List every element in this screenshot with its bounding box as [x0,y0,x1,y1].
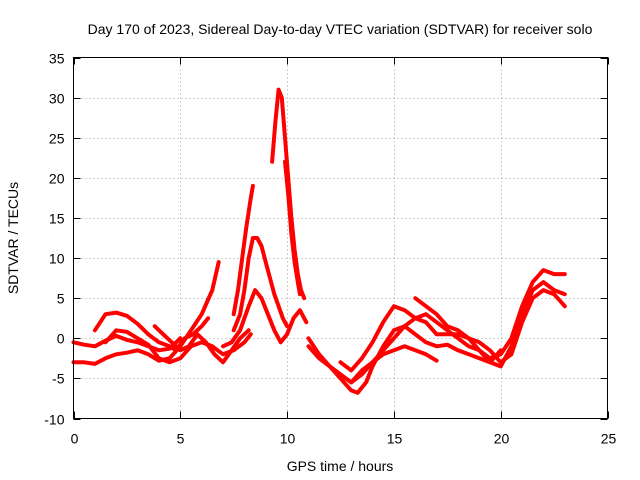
x-axis-label: GPS time / hours [287,458,394,474]
x-tick-label: 10 [280,431,296,447]
series-line-sat-f [231,236,290,333]
series-line-sat-o [413,280,567,369]
x-tick-label: 0 [71,431,79,447]
series-line-sat-a [71,333,183,353]
y-tick-label: 0 [57,331,65,347]
series-line-sat-c [92,310,211,353]
y-tick-label: 10 [49,251,65,267]
plot-frame [73,57,608,419]
y-tick-label: 30 [49,91,65,107]
x-tick-label: 15 [387,431,403,447]
series-line-sat-k [306,324,503,395]
x-tick-label: 25 [601,431,617,447]
series-line-sat-g [231,183,255,317]
y-tick-label: -10 [44,412,64,428]
data-series [71,87,567,395]
series-line-sat-b [71,260,221,366]
y-tick-label: 25 [49,131,65,147]
series-line-sat-e [152,324,251,365]
y-axis-label: SDTVAR / TECUs [5,182,21,294]
axis-ticks [73,57,609,420]
chart-title: Day 170 of 2023, Sidereal Day-to-day VTE… [88,21,593,37]
series-line-sat-j [283,159,302,297]
x-tick-label: 5 [177,431,185,447]
x-tick-label: 20 [494,431,510,447]
y-tick-label: 15 [49,211,65,227]
y-tick-label: 35 [49,51,65,67]
series-line-sat-n [349,268,567,385]
y-tick-label: 20 [49,171,65,187]
tick-labels: -10 -5 0 5 10 15 20 25 30 35 0 5 10 15 20 25 [44,51,616,447]
y-tick-label: 5 [57,291,65,307]
y-tick-label: -5 [52,371,65,387]
series-line-sat-h [221,288,309,349]
